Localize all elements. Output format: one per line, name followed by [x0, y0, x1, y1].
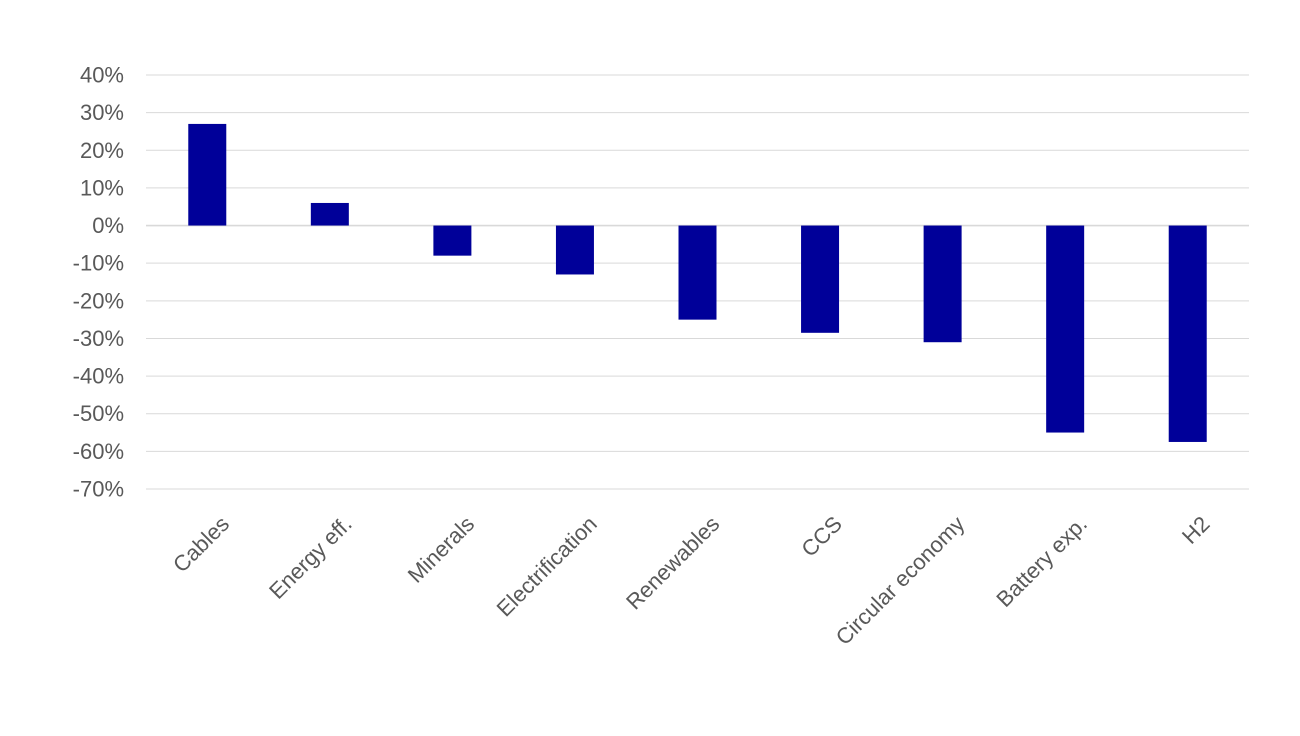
- x-tick-label: Circular economy: [831, 511, 970, 650]
- x-tick-label: Renewables: [621, 511, 724, 614]
- x-axis-tick-labels: Cables Energy eff. Minerals Electrification…: [168, 511, 1215, 650]
- y-tick-label: 0%: [92, 213, 124, 238]
- y-tick-label: 40%: [80, 63, 124, 88]
- bar-circular-economy: [923, 225, 962, 343]
- y-tick-label: -20%: [73, 288, 124, 313]
- bar-h2: [1168, 225, 1207, 442]
- bar-minerals: [433, 225, 472, 256]
- y-tick-label: -40%: [73, 364, 124, 389]
- bar-battery-exp: [1046, 225, 1085, 433]
- y-tick-label: -50%: [73, 401, 124, 426]
- y-axis-tick-labels: 40% 30% 20% 10% 0% -10% -20% -30% -40% -50% -60% -7…: [73, 63, 124, 502]
- y-tick-label: 10%: [80, 175, 124, 200]
- x-tick-label: Energy eff.: [264, 511, 357, 604]
- y-tick-label: -60%: [73, 439, 124, 464]
- x-tick-label: H2: [1177, 511, 1215, 549]
- x-tick-label: Battery exp.: [991, 511, 1092, 612]
- y-tick-label: -30%: [73, 326, 124, 351]
- y-tick-label: 30%: [80, 100, 124, 125]
- x-tick-label: Cables: [168, 511, 234, 577]
- bar-electrification: [555, 225, 594, 275]
- bar-renewables: [678, 225, 717, 320]
- x-tick-label: Electrification: [492, 511, 602, 621]
- x-tick-label: Minerals: [403, 511, 479, 587]
- bar-ccs: [801, 225, 840, 333]
- bars: [188, 123, 1207, 442]
- y-tick-label: -10%: [73, 251, 124, 276]
- y-tick-label: -70%: [73, 477, 124, 502]
- bar-cables: [188, 123, 227, 226]
- x-tick-label: CCS: [796, 511, 847, 562]
- y-tick-label: 20%: [80, 138, 124, 163]
- bar-energy-eff: [310, 202, 349, 226]
